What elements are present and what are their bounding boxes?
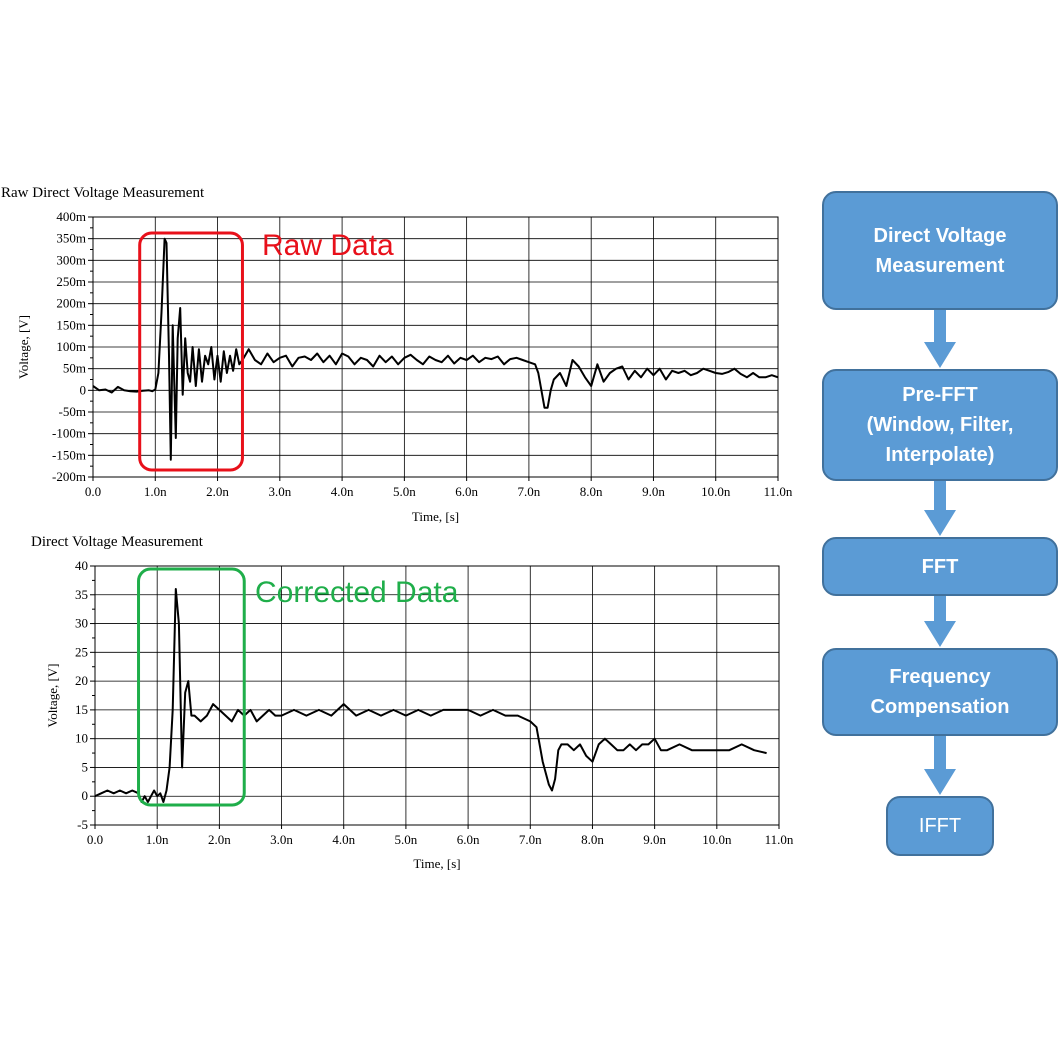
y-tick-label: -50m: [59, 404, 86, 419]
x-axis-label: Time, [s]: [413, 856, 460, 871]
x-tick-label: 11.0n: [765, 832, 794, 847]
x-tick-label: 11.0n: [764, 484, 793, 499]
x-tick-label: 4.0n: [332, 832, 355, 847]
y-tick-label: 25: [75, 644, 88, 659]
x-tick-label: 9.0n: [642, 484, 665, 499]
plot-frame: [94, 565, 780, 826]
x-tick-label: 4.0n: [331, 484, 354, 499]
y-tick-label: -5: [77, 817, 88, 832]
flow-step-fft: FFT: [822, 537, 1058, 596]
flow-step-pre-fft: Pre-FFT (Window, Filter, Interpolate): [822, 369, 1058, 481]
y-tick-label: 0: [80, 382, 87, 397]
y-tick-label: 0: [82, 788, 89, 803]
data-series-line: [92, 237, 779, 461]
x-tick-label: 2.0n: [208, 832, 231, 847]
y-tick-label: 20: [75, 673, 88, 688]
y-tick-label: 150m: [56, 317, 86, 332]
x-tick-label: 5.0n: [393, 484, 416, 499]
flow-step-direct-voltage-measurement: Direct Voltage Measurement: [822, 191, 1058, 310]
flow-arrow-4: [924, 736, 956, 795]
x-tick-label: 6.0n: [455, 484, 478, 499]
x-tick-label: 1.0n: [146, 832, 169, 847]
y-tick-label: 300m: [56, 252, 86, 267]
y-tick-label: -100m: [52, 426, 86, 441]
y-axis-label: Voltage, [V]: [16, 315, 31, 379]
y-tick-label: -200m: [52, 469, 86, 484]
x-tick-label: 5.0n: [395, 832, 418, 847]
flow-arrow-2: [924, 481, 956, 536]
y-axis-label: Voltage, [V]: [45, 663, 60, 727]
flow-step-frequency-compensation: Frequency Compensation: [822, 648, 1058, 736]
flow-step-label: Frequency Compensation: [870, 666, 1010, 718]
y-tick-label: 40: [75, 558, 88, 573]
flow-arrow-3: [924, 596, 956, 647]
y-tick-label: 35: [75, 587, 88, 602]
x-tick-label: 0.0: [85, 484, 101, 499]
y-tick-label: 10: [75, 731, 88, 746]
x-tick-label: 8.0n: [580, 484, 603, 499]
x-tick-label: 10.0n: [701, 484, 731, 499]
corrected-chart-title: Direct Voltage Measurement: [31, 534, 203, 550]
flow-step-ifft: IFFT: [886, 796, 994, 856]
flow-step-label: FFT: [921, 555, 959, 578]
y-tick-label: 50m: [63, 361, 86, 376]
y-tick-label: 200m: [56, 296, 86, 311]
y-tick-label: 30: [75, 616, 88, 631]
flow-step-label: IFFT: [918, 815, 962, 837]
y-tick-label: 250m: [56, 274, 86, 289]
highlight-box: [137, 567, 246, 807]
flow-arrow-1: [924, 310, 956, 368]
highlight-box: [138, 231, 244, 472]
y-tick-label: 15: [75, 702, 88, 717]
x-tick-label: 2.0n: [206, 484, 229, 499]
x-tick-label: 1.0n: [144, 484, 167, 499]
x-tick-label: 9.0n: [643, 832, 666, 847]
x-tick-label: 0.0: [87, 832, 103, 847]
annotation-label: Corrected Data: [255, 576, 459, 609]
plot-frame: [92, 216, 779, 478]
x-tick-label: 3.0n: [268, 484, 291, 499]
x-tick-label: 6.0n: [457, 832, 480, 847]
flow-step-label: Pre-FFT (Window, Filter, Interpolate): [866, 384, 1014, 466]
data-series-line: [94, 588, 767, 803]
x-axis-label: Time, [s]: [412, 509, 459, 524]
x-tick-label: 7.0n: [518, 484, 541, 499]
annotation-label: Raw Data: [262, 229, 394, 262]
y-tick-label: 350m: [56, 231, 86, 246]
y-tick-label: -150m: [52, 447, 86, 462]
x-tick-label: 8.0n: [581, 832, 604, 847]
x-tick-label: 7.0n: [519, 832, 542, 847]
y-tick-label: 100m: [56, 339, 86, 354]
y-tick-label: 5: [82, 759, 89, 774]
x-tick-label: 10.0n: [702, 832, 732, 847]
y-tick-label: 400m: [56, 209, 86, 224]
raw-chart-title: Raw Direct Voltage Measurement: [1, 185, 205, 201]
flow-step-label: Direct Voltage Measurement: [873, 224, 1007, 277]
x-tick-label: 3.0n: [270, 832, 293, 847]
